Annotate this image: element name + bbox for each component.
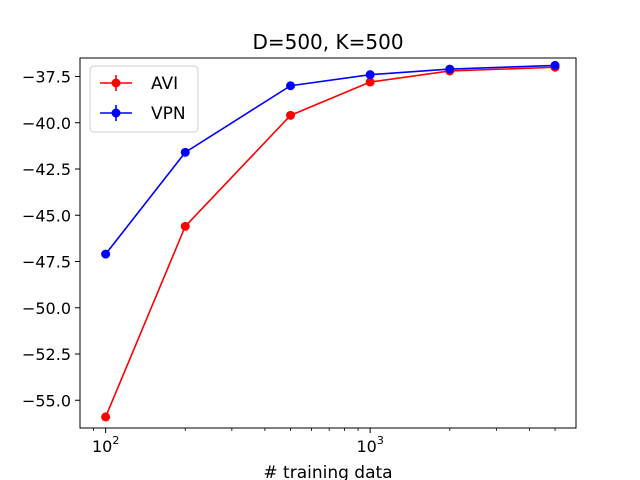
y-tick-label: −37.5 (22, 68, 71, 87)
data-point-vpn (101, 249, 111, 259)
plot-area (79, 57, 577, 429)
data-point-vpn (365, 70, 375, 80)
series-layer (101, 60, 560, 422)
series-line-vpn (105, 64, 556, 255)
legend-marker-vpn (111, 108, 121, 118)
x-tick-label: 102 (92, 434, 119, 456)
data-point-vpn (286, 81, 296, 91)
data-point-avi (286, 110, 296, 120)
data-point-avi (180, 221, 190, 231)
y-axis: −37.5 −40.0 −42.5 −45.0 −47.5 −50.0 −52.5 −55.0 (22, 68, 80, 410)
data-point-vpn (180, 147, 190, 157)
y-tick-label: −45.0 (22, 206, 71, 225)
data-point-vpn (550, 60, 560, 70)
legend: AVI VPN (89, 65, 199, 133)
y-tick-label: −42.5 (22, 160, 71, 179)
x-axis-label: # training data (263, 463, 392, 480)
data-point-avi (101, 412, 111, 422)
legend-label-avi: AVI (151, 74, 178, 94)
chart-title: D=500, K=500 (252, 30, 403, 54)
y-tick-label: −55.0 (22, 391, 71, 410)
legend-label-vpn: VPN (151, 104, 186, 124)
y-tick-label: −52.5 (22, 345, 71, 364)
y-tick-label: −47.5 (22, 253, 71, 272)
data-point-avi (365, 77, 375, 87)
data-point-vpn (445, 64, 455, 74)
x-tick-label: 103 (356, 434, 383, 456)
series-line-avi (104, 66, 556, 418)
axes-frame (79, 57, 577, 429)
legend-marker-avi (111, 78, 121, 88)
y-tick-label: −50.0 (22, 299, 71, 318)
y-tick-label: −40.0 (22, 114, 71, 133)
x-axis: 102 103 (92, 428, 556, 456)
